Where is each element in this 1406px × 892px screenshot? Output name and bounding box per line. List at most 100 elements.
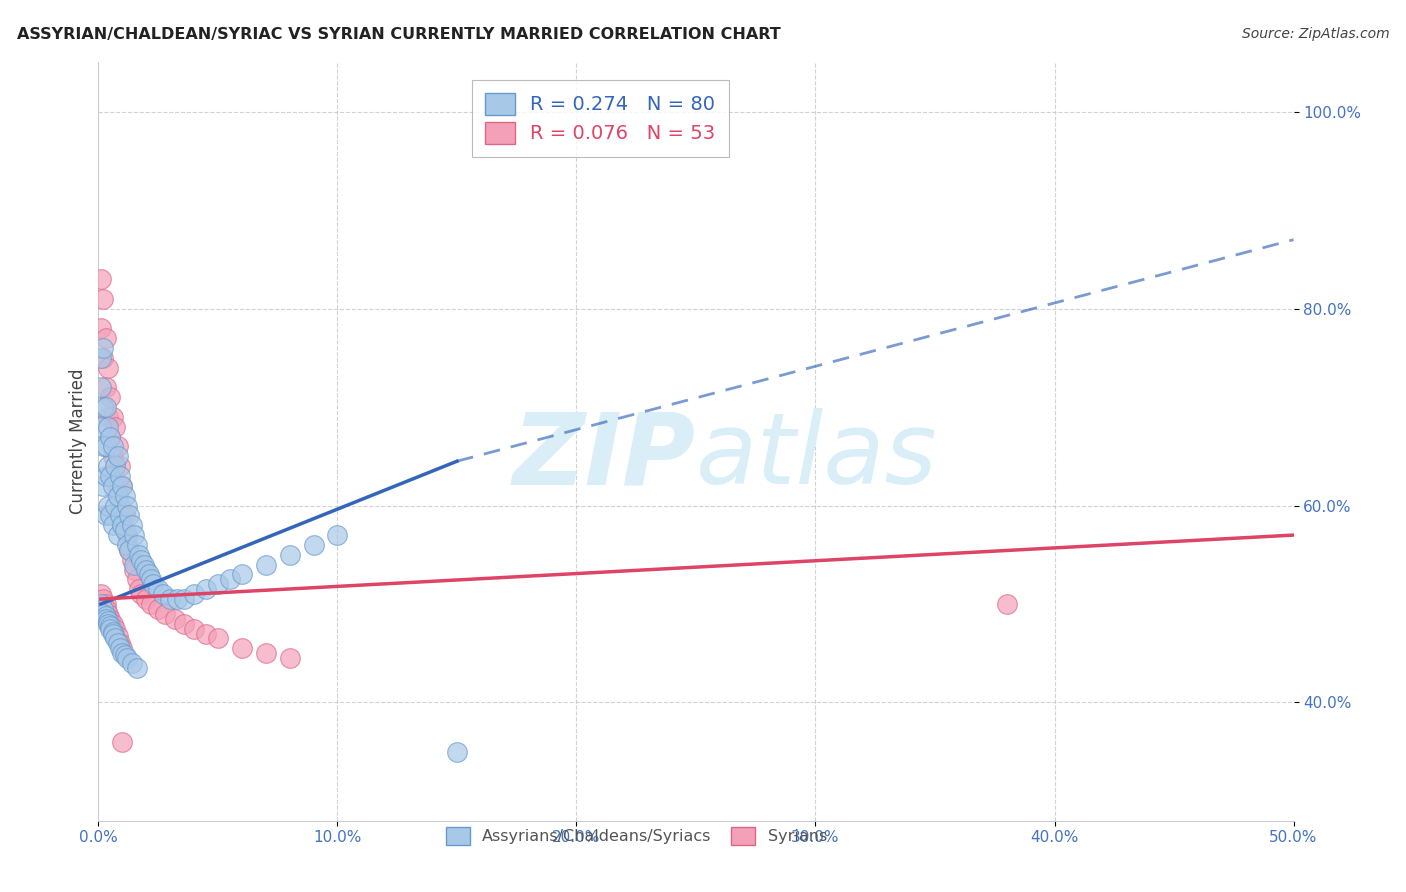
- Point: [94, 597, 117, 611]
- Point: [115, 651, 138, 665]
- Point: [135, 563, 157, 577]
- Point: [104, 459, 127, 474]
- Point: [101, 626, 124, 640]
- Point: [195, 582, 218, 597]
- Point: [173, 592, 195, 607]
- Point: [121, 518, 143, 533]
- Text: Source: ZipAtlas.com: Source: ZipAtlas.com: [1241, 27, 1389, 41]
- Point: [91, 351, 114, 365]
- Point: [128, 548, 150, 562]
- Point: [115, 538, 138, 552]
- Point: [114, 648, 136, 663]
- Y-axis label: Currently Married: Currently Married: [69, 368, 87, 515]
- Point: [131, 587, 153, 601]
- Point: [142, 577, 165, 591]
- Point: [90, 321, 112, 335]
- Point: [104, 459, 127, 474]
- Point: [118, 542, 141, 557]
- Point: [90, 419, 112, 434]
- Point: [132, 558, 155, 572]
- Point: [152, 587, 174, 601]
- Point: [995, 597, 1018, 611]
- Point: [94, 469, 117, 483]
- Point: [107, 489, 129, 503]
- Point: [111, 479, 134, 493]
- Point: [115, 499, 138, 513]
- Point: [108, 636, 131, 650]
- Point: [124, 558, 146, 572]
- Point: [195, 626, 218, 640]
- Point: [111, 518, 134, 533]
- Point: [97, 360, 120, 375]
- Point: [108, 641, 131, 656]
- Point: [107, 440, 129, 454]
- Point: [97, 409, 120, 424]
- Point: [94, 508, 117, 523]
- Point: [148, 602, 170, 616]
- Point: [97, 607, 120, 621]
- Text: ZIP: ZIP: [513, 409, 696, 505]
- Point: [254, 646, 277, 660]
- Point: [90, 272, 112, 286]
- Point: [94, 602, 117, 616]
- Point: [108, 459, 131, 474]
- Point: [108, 469, 131, 483]
- Point: [101, 616, 124, 631]
- Point: [128, 582, 150, 597]
- Point: [114, 489, 136, 503]
- Point: [139, 573, 162, 587]
- Point: [115, 528, 138, 542]
- Point: [98, 612, 122, 626]
- Point: [107, 636, 129, 650]
- Point: [278, 548, 301, 562]
- Point: [326, 528, 349, 542]
- Point: [98, 390, 122, 404]
- Point: [207, 577, 229, 591]
- Point: [107, 479, 129, 493]
- Point: [94, 331, 117, 345]
- Point: [173, 616, 195, 631]
- Point: [97, 616, 120, 631]
- Point: [111, 646, 134, 660]
- Point: [111, 641, 134, 656]
- Point: [104, 632, 127, 646]
- Point: [207, 632, 229, 646]
- Point: [111, 479, 134, 493]
- Point: [97, 499, 120, 513]
- Point: [231, 641, 253, 656]
- Point: [131, 552, 153, 566]
- Point: [139, 597, 162, 611]
- Point: [107, 628, 129, 642]
- Point: [278, 651, 301, 665]
- Point: [94, 400, 117, 414]
- Point: [91, 292, 114, 306]
- Point: [111, 518, 134, 533]
- Point: [91, 602, 114, 616]
- Point: [97, 614, 120, 628]
- Point: [104, 499, 127, 513]
- Point: [183, 622, 205, 636]
- Text: atlas: atlas: [696, 409, 938, 505]
- Point: [91, 592, 114, 607]
- Point: [118, 542, 141, 557]
- Point: [183, 587, 205, 601]
- Point: [94, 612, 117, 626]
- Point: [97, 419, 120, 434]
- Point: [148, 582, 170, 597]
- Point: [98, 429, 122, 443]
- Point: [138, 567, 160, 582]
- Point: [125, 573, 148, 587]
- Point: [125, 538, 148, 552]
- Point: [302, 538, 325, 552]
- Point: [91, 607, 114, 621]
- Point: [163, 612, 186, 626]
- Point: [125, 661, 148, 675]
- Point: [90, 587, 112, 601]
- Point: [114, 523, 136, 537]
- Point: [104, 419, 127, 434]
- Point: [121, 552, 143, 566]
- Point: [219, 573, 242, 587]
- Point: [90, 351, 112, 365]
- Point: [98, 618, 122, 632]
- Point: [124, 528, 146, 542]
